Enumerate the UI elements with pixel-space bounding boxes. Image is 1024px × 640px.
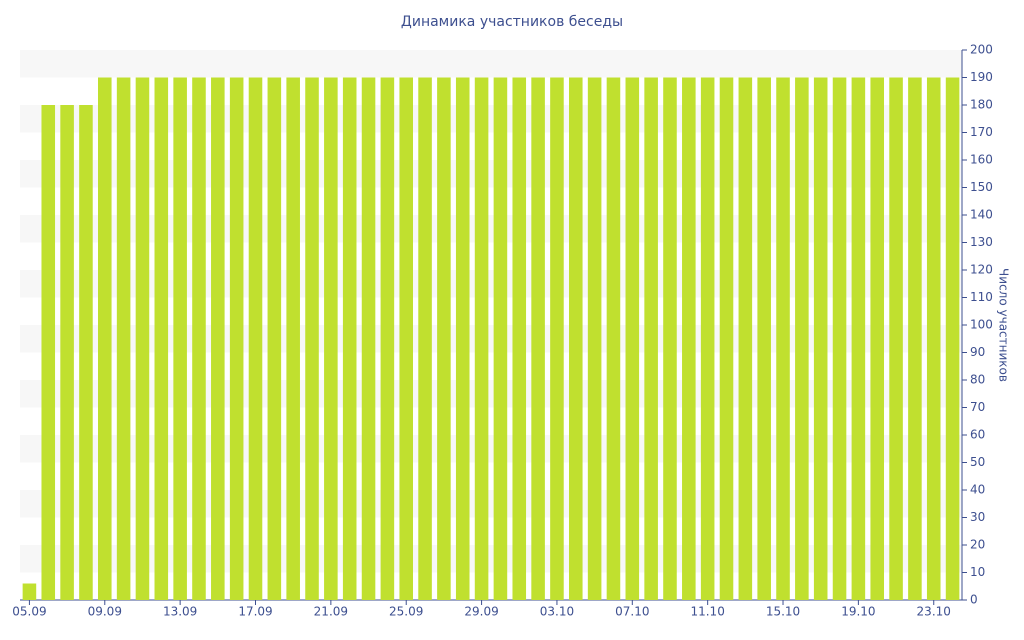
y-tick-label: 180 bbox=[970, 98, 993, 112]
bar bbox=[41, 105, 56, 600]
bar bbox=[813, 77, 828, 600]
x-tick-label: 19.10 bbox=[841, 605, 875, 619]
bar bbox=[512, 77, 527, 600]
bar bbox=[926, 77, 941, 600]
bar bbox=[606, 77, 621, 600]
bar bbox=[493, 77, 508, 600]
bar bbox=[682, 77, 696, 600]
y-tick-label: 140 bbox=[970, 208, 993, 222]
bar bbox=[455, 77, 470, 600]
bar bbox=[116, 77, 131, 600]
bar bbox=[550, 77, 564, 600]
y-tick-label: 120 bbox=[970, 263, 993, 277]
bar bbox=[173, 77, 187, 600]
bar bbox=[418, 77, 432, 600]
y-tick-label: 100 bbox=[970, 318, 993, 332]
bar bbox=[663, 77, 677, 600]
bar bbox=[79, 105, 93, 600]
bar bbox=[644, 77, 658, 600]
bar bbox=[361, 77, 376, 600]
x-tick-label: 03.10 bbox=[540, 605, 574, 619]
grid-band bbox=[20, 50, 962, 78]
bar bbox=[738, 77, 753, 600]
bar bbox=[908, 77, 922, 600]
x-tick-label: 05.09 bbox=[12, 605, 46, 619]
y-tick-label: 80 bbox=[970, 373, 985, 387]
bar bbox=[229, 77, 244, 600]
x-tick-label: 09.09 bbox=[88, 605, 122, 619]
y-tick-label: 110 bbox=[970, 290, 993, 304]
bar bbox=[211, 77, 225, 600]
bar bbox=[286, 77, 300, 600]
x-tick-label: 17.09 bbox=[238, 605, 272, 619]
y-tick-label: 50 bbox=[970, 455, 985, 469]
bar bbox=[889, 77, 903, 600]
bar bbox=[700, 77, 715, 600]
y-tick-label: 0 bbox=[970, 593, 978, 607]
bar bbox=[757, 77, 771, 600]
bar bbox=[437, 77, 451, 600]
bar bbox=[625, 77, 640, 600]
bar bbox=[22, 583, 37, 600]
bar bbox=[248, 77, 263, 600]
y-tick-label: 90 bbox=[970, 345, 985, 359]
y-tick-label: 200 bbox=[970, 43, 993, 57]
x-tick-label: 11.10 bbox=[690, 605, 724, 619]
bar bbox=[568, 77, 583, 600]
x-tick-label: 25.09 bbox=[389, 605, 423, 619]
y-tick-label: 10 bbox=[970, 565, 985, 579]
y-axis-label: Число участников bbox=[997, 268, 1011, 382]
bar bbox=[719, 77, 734, 600]
bar bbox=[870, 77, 885, 600]
y-tick-label: 60 bbox=[970, 428, 985, 442]
chart-title: Динамика участников беседы bbox=[401, 14, 623, 30]
bar bbox=[60, 105, 74, 600]
x-tick-label: 29.09 bbox=[464, 605, 498, 619]
bar bbox=[192, 77, 206, 600]
x-tick-label: 07.10 bbox=[615, 605, 649, 619]
bar bbox=[135, 77, 150, 600]
bar bbox=[474, 77, 489, 600]
x-tick-label: 13.09 bbox=[163, 605, 197, 619]
bar bbox=[399, 77, 414, 600]
y-tick-label: 30 bbox=[970, 510, 985, 524]
y-tick-label: 150 bbox=[970, 180, 993, 194]
y-tick-label: 170 bbox=[970, 125, 993, 139]
x-tick-label: 21.09 bbox=[314, 605, 348, 619]
bar bbox=[380, 77, 395, 600]
y-tick-label: 160 bbox=[970, 153, 993, 167]
y-tick-label: 20 bbox=[970, 538, 985, 552]
bar bbox=[832, 77, 847, 600]
x-tick-label: 23.10 bbox=[917, 605, 951, 619]
x-tick-label: 15.10 bbox=[766, 605, 800, 619]
bar bbox=[531, 77, 545, 600]
bar bbox=[945, 77, 960, 600]
bar bbox=[97, 77, 112, 600]
bar bbox=[851, 77, 866, 600]
y-tick-label: 190 bbox=[970, 70, 993, 84]
bar bbox=[305, 77, 319, 600]
y-tick-label: 130 bbox=[970, 235, 993, 249]
bar bbox=[342, 77, 357, 600]
bar bbox=[776, 77, 790, 600]
y-tick-label: 70 bbox=[970, 400, 985, 414]
y-tick-label: 40 bbox=[970, 483, 985, 497]
bar bbox=[154, 77, 169, 600]
bar bbox=[267, 77, 282, 600]
bar bbox=[795, 77, 809, 600]
bar bbox=[324, 77, 338, 600]
bar bbox=[587, 77, 602, 600]
